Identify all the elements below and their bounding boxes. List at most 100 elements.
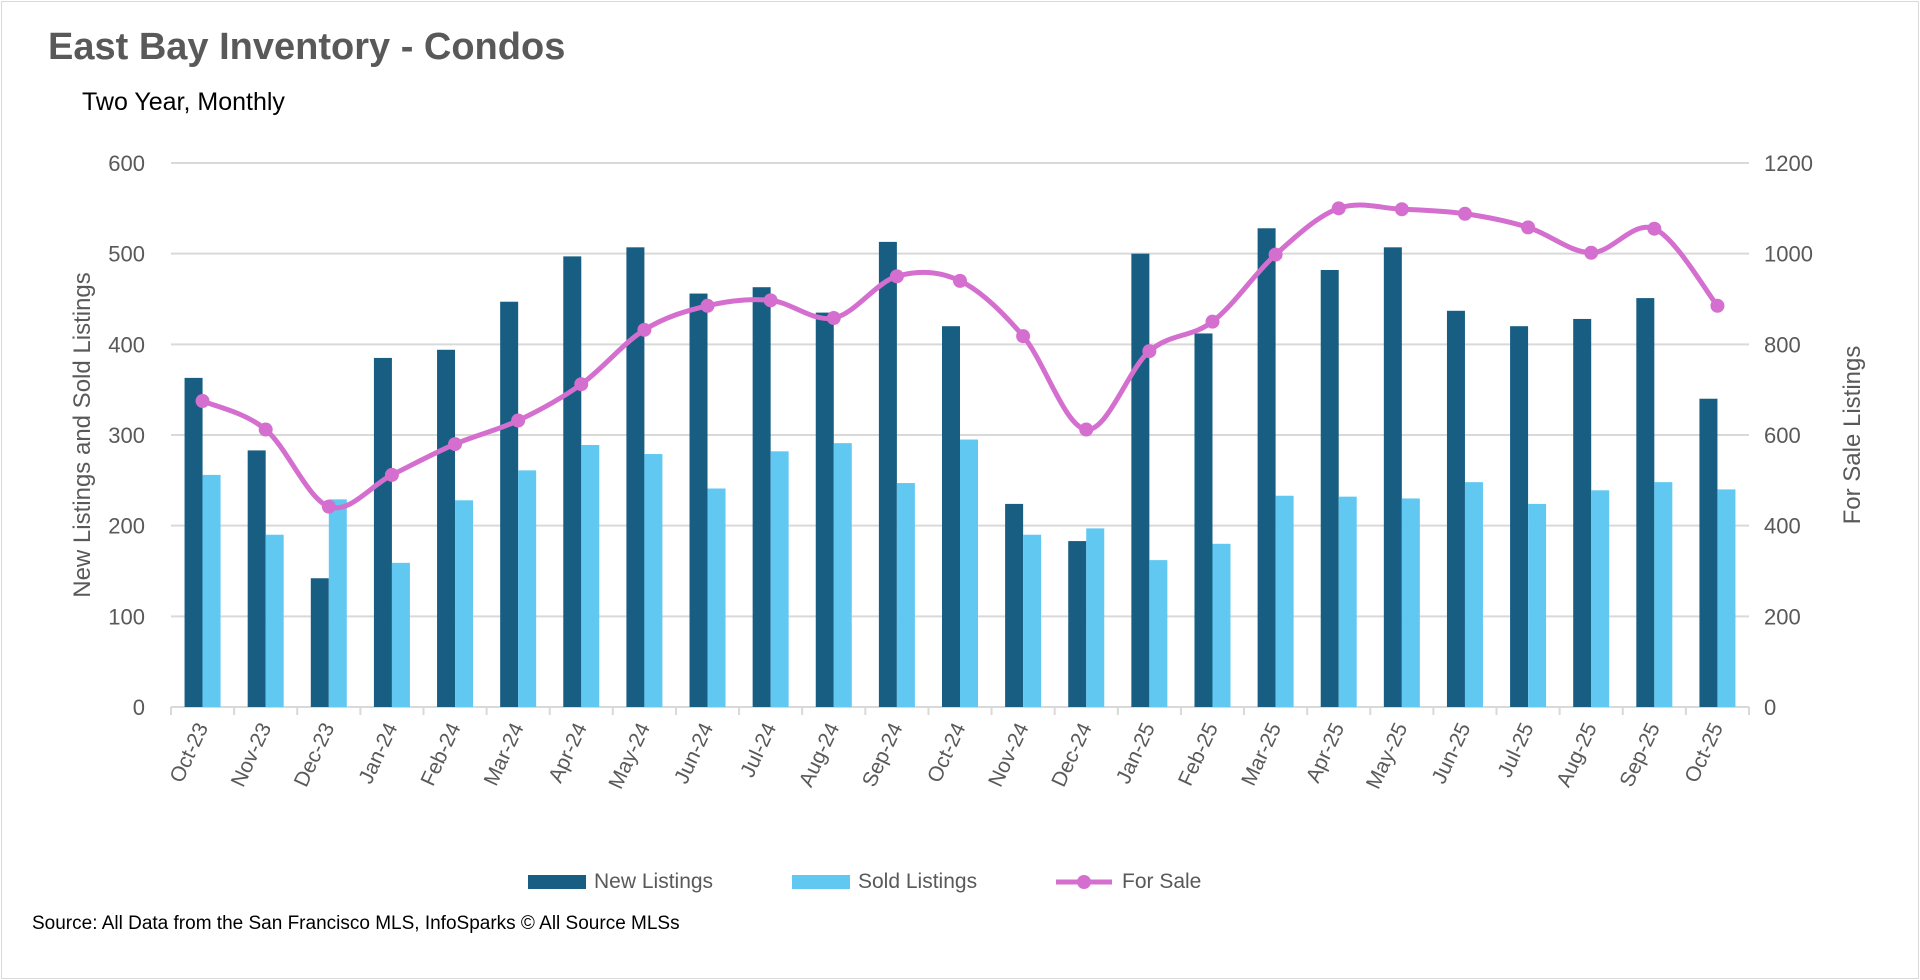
y-tick-label: 600	[108, 151, 145, 176]
marker-for-sale	[511, 413, 526, 428]
bar-new-listings	[1005, 503, 1024, 707]
legend-swatch-sold-listings	[792, 875, 850, 889]
marker-for-sale	[1394, 202, 1409, 217]
chart-title: East Bay Inventory - Condos	[48, 26, 566, 68]
bar-sold-listings	[1212, 543, 1231, 707]
x-tick-label: Jan-24	[354, 719, 402, 787]
legend-swatch-for-sale	[1056, 875, 1112, 889]
bar-sold-listings	[1717, 489, 1736, 707]
y-tick-label: 100	[108, 604, 145, 629]
bar-sold-listings	[1149, 560, 1168, 707]
marker-for-sale	[1268, 247, 1283, 262]
bar-new-listings	[815, 312, 834, 707]
marker-for-sale	[637, 322, 652, 337]
marker-for-sale	[1647, 221, 1662, 236]
legend: New Listings Sold Listings For Sale	[0, 870, 1920, 900]
bar-new-listings	[626, 247, 645, 707]
bar-new-listings	[878, 241, 897, 707]
bar-sold-listings	[644, 454, 663, 707]
marker-for-sale	[1205, 314, 1220, 329]
bar-sold-listings	[1275, 495, 1294, 707]
bar-new-listings	[1194, 333, 1213, 707]
y-right-tick-label: 400	[1764, 514, 1801, 539]
x-tick-label: May-25	[1362, 719, 1412, 792]
x-tick-label: Feb-24	[417, 719, 466, 789]
y-right-tick-label: 200	[1764, 604, 1801, 629]
bar-new-listings	[1699, 398, 1718, 707]
bar-new-listings	[1510, 326, 1529, 707]
x-tick-label: Jun-24	[670, 719, 718, 787]
x-tick-label: May-24	[604, 719, 655, 792]
bar-new-listings	[1320, 269, 1339, 707]
bar-sold-listings	[1591, 490, 1610, 707]
bar-sold-listings	[1654, 482, 1673, 707]
x-tick-label: Jul-24	[736, 719, 781, 781]
x-tick-label: Sep-24	[858, 719, 908, 790]
bar-sold-listings	[391, 562, 410, 707]
x-tick-label: Sep-25	[1615, 719, 1664, 790]
marker-for-sale	[1584, 245, 1599, 260]
bar-new-listings	[1257, 228, 1276, 707]
y-tick-label: 200	[108, 514, 145, 539]
bar-sold-listings	[1023, 534, 1042, 707]
bar-new-listings	[247, 450, 266, 707]
bar-new-listings	[942, 326, 960, 707]
chart-subtitle: Two Year, Monthly	[82, 88, 285, 116]
y-right-tick-label: 1200	[1764, 151, 1813, 176]
marker-for-sale	[448, 437, 463, 452]
x-tick-label: Dec-24	[1047, 719, 1097, 790]
bar-sold-listings	[1528, 503, 1547, 707]
y-right-axis-label: For Sale Listings	[1839, 346, 1866, 525]
bar-new-listings	[1573, 318, 1592, 707]
legend-sold-listings: Sold Listings	[792, 870, 977, 894]
x-tick-label: Jun-25	[1428, 719, 1476, 787]
x-tick-label: Dec-23	[290, 719, 339, 790]
x-tick-label: Oct-25	[1680, 719, 1727, 786]
x-tick-label: Feb-25	[1174, 719, 1223, 789]
legend-swatch-new-listings	[528, 875, 586, 889]
marker-for-sale	[1521, 220, 1536, 235]
x-tick-label: Apr-24	[544, 719, 592, 786]
marker-for-sale	[321, 499, 336, 514]
marker-for-sale	[258, 422, 273, 437]
bar-sold-listings	[1086, 528, 1105, 707]
marker-for-sale	[195, 394, 210, 408]
bar-new-listings	[437, 349, 456, 707]
x-tick-label: Jan-25	[1112, 719, 1160, 787]
bar-sold-listings	[770, 451, 789, 707]
y-right-tick-label: 800	[1764, 332, 1801, 357]
bar-sold-listings	[581, 444, 600, 707]
bar-new-listings	[373, 357, 392, 707]
bar-new-listings	[500, 301, 519, 707]
y-tick-label: 500	[108, 242, 145, 267]
bar-new-listings	[1068, 541, 1087, 707]
source-note: Source: All Data from the San Francisco …	[32, 913, 680, 934]
legend-for-sale: For Sale	[1054, 870, 1201, 894]
bar-new-listings	[1131, 253, 1150, 707]
x-tick-label: Mar-25	[1237, 719, 1286, 789]
x-tick-label: Oct-24	[923, 719, 971, 786]
marker-for-sale	[1079, 422, 1094, 437]
marker-for-sale	[574, 377, 589, 392]
y-right-tick-label: 600	[1764, 423, 1801, 448]
legend-label: For Sale	[1122, 870, 1202, 893]
marker-for-sale	[1457, 206, 1472, 221]
marker-for-sale	[700, 298, 715, 313]
bar-new-listings	[310, 578, 329, 707]
bar-new-listings	[752, 287, 771, 707]
bar-sold-listings	[960, 439, 978, 707]
legend-label: Sold Listings	[858, 870, 978, 893]
y-right-tick-label: 0	[1764, 695, 1776, 720]
y-tick-label: 400	[108, 332, 145, 357]
bar-sold-listings	[328, 499, 347, 707]
marker-for-sale	[826, 311, 841, 326]
marker-for-sale	[1710, 298, 1725, 313]
bar-sold-listings	[1401, 498, 1420, 707]
bar-sold-listings	[896, 483, 915, 707]
y-right-tick-label: 1000	[1764, 242, 1813, 267]
marker-for-sale	[763, 293, 778, 308]
x-tick-label: Apr-25	[1302, 719, 1349, 786]
x-tick-label: Jul-25	[1494, 719, 1539, 781]
marker-for-sale	[1142, 344, 1157, 359]
bar-sold-listings	[833, 443, 852, 707]
